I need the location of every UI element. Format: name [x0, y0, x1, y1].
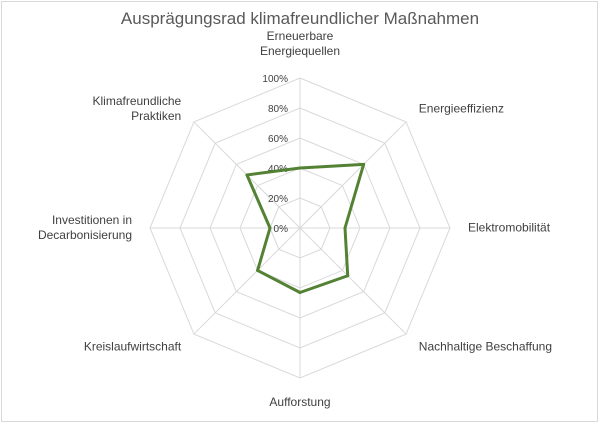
category-label: Elektromobilität — [468, 221, 551, 235]
grid-spoke-1 — [299, 121, 407, 229]
data-point — [256, 268, 260, 272]
grid-spoke-3 — [299, 227, 407, 335]
radial-tick-labels: 0%20%40%60%80%100% — [262, 74, 288, 235]
tick-label: 20% — [268, 194, 288, 205]
category-label: Klimafreundliche Praktiken — [92, 94, 181, 123]
tick-label: 100% — [262, 74, 288, 85]
data-point — [298, 291, 302, 294]
data-series — [245, 162, 366, 294]
data-point — [343, 226, 347, 230]
grid-spoke-5 — [193, 227, 301, 335]
data-point — [362, 162, 366, 166]
category-label: Erneuerbare Energiequellen — [260, 29, 340, 58]
tick-label: 60% — [268, 134, 288, 145]
tick-label: 0% — [274, 224, 289, 235]
tick-label: 80% — [268, 104, 288, 115]
category-labels: Erneuerbare Energiequellen Energieeffizien… — [38, 29, 552, 409]
data-point — [298, 166, 302, 170]
category-label: Kreislaufwirtschaft — [84, 339, 182, 353]
data-point — [346, 274, 350, 278]
chart-title: Ausprägungsrad klimafreundlicher Maßnahm… — [120, 9, 480, 28]
radar-grid — [149, 77, 451, 379]
data-point — [245, 173, 249, 177]
category-label: Energieeffizienz — [419, 102, 504, 116]
category-label: Nachhaltige Beschaffung — [419, 339, 552, 353]
category-label: Investitionen in Decarbonisierung — [38, 213, 132, 242]
data-point — [268, 226, 272, 230]
category-label: Aufforstung — [269, 395, 330, 409]
